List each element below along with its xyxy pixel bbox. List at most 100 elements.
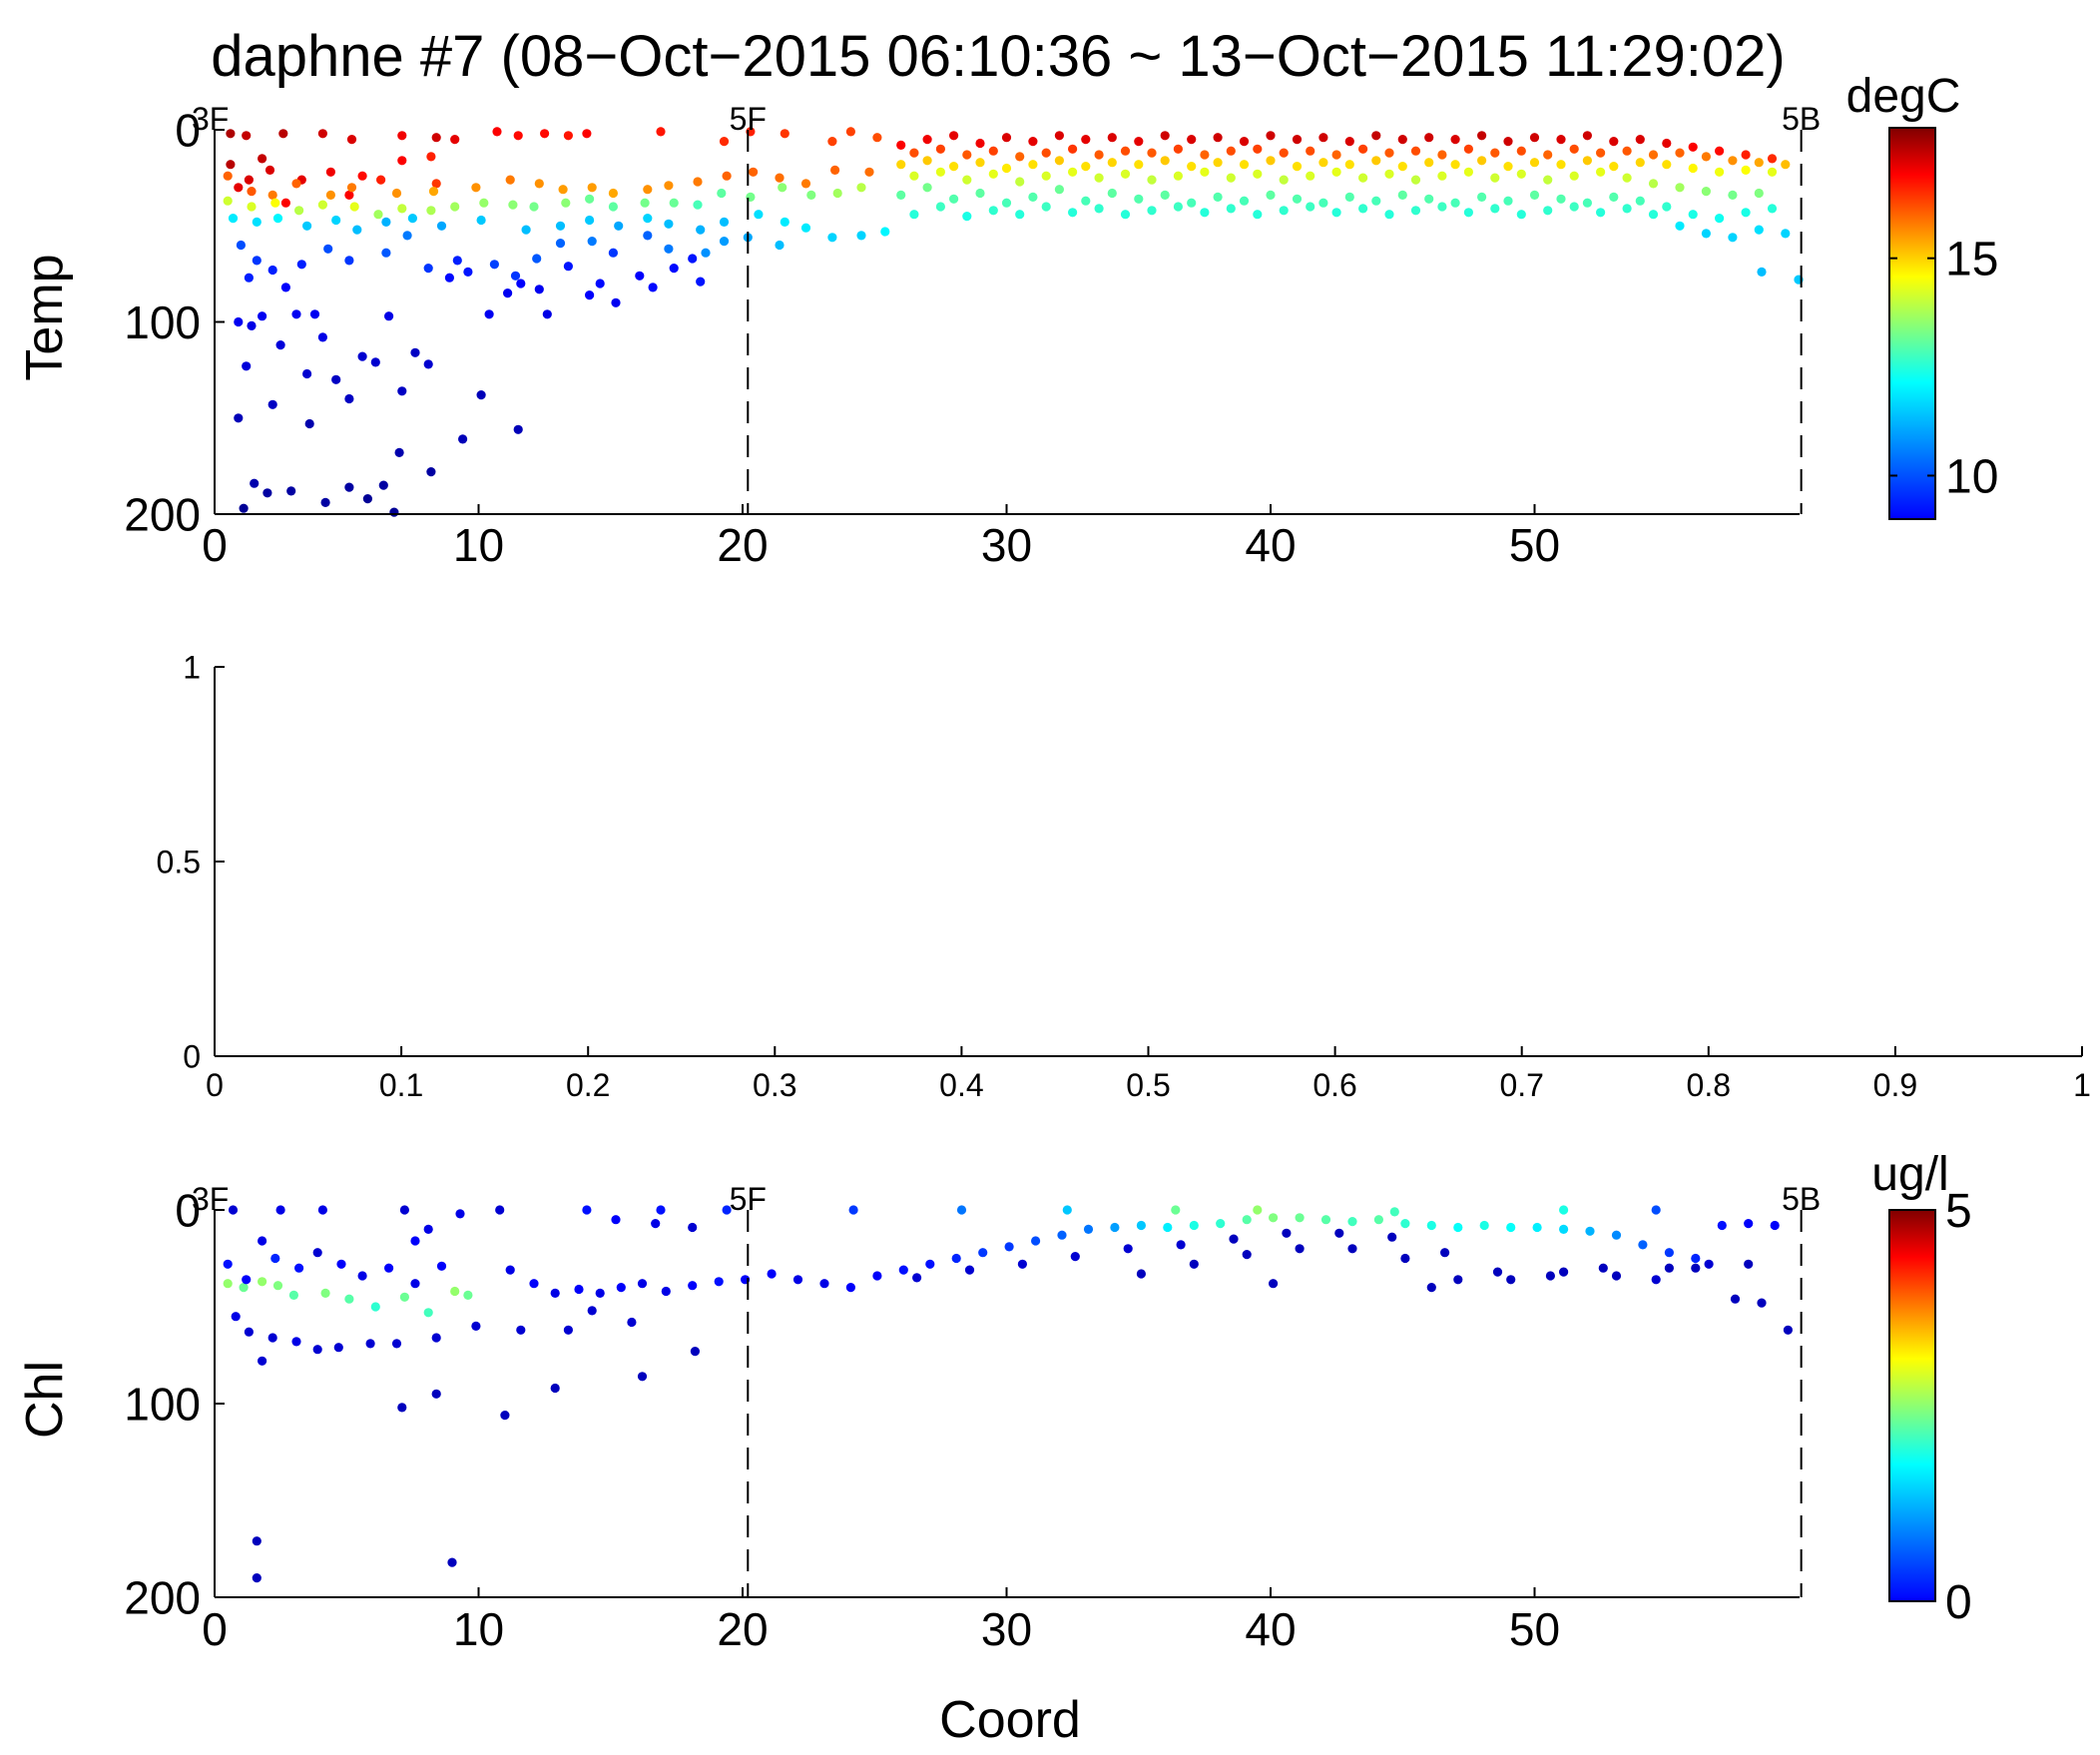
temp-point	[1424, 158, 1434, 168]
temp-point	[1028, 192, 1038, 202]
temp-y-tick-label: 100	[124, 296, 201, 348]
temp-point	[1662, 160, 1672, 170]
empty-x-tick-label: 0	[206, 1067, 224, 1103]
chl-point	[505, 1265, 515, 1275]
temp-point	[688, 254, 698, 264]
temp-point	[1331, 150, 1341, 160]
chl-point	[1387, 1232, 1397, 1242]
chl-point	[845, 1283, 856, 1293]
temp-point	[1397, 190, 1407, 200]
temp-point	[1266, 190, 1276, 200]
temp-point	[1675, 183, 1685, 193]
temp-point	[558, 185, 568, 195]
chl-point	[688, 1222, 698, 1233]
chl-point	[1062, 1205, 1072, 1215]
temp-point	[244, 175, 254, 185]
temp-point	[611, 297, 621, 307]
temp-point	[1371, 196, 1381, 206]
chl-point	[1389, 1207, 1399, 1217]
temp-point	[1543, 175, 1553, 185]
temp-colorbar-tick-label: 15	[1945, 234, 1998, 287]
empty-x-tick-label: 0.2	[566, 1067, 610, 1103]
chl-point	[1269, 1279, 1279, 1289]
temp-colorbar-ticks: 10 15	[1889, 234, 1998, 503]
temp-point	[1306, 171, 1315, 181]
temp-point	[344, 482, 354, 492]
empty-x-tick-label: 0.3	[753, 1067, 796, 1103]
temp-point	[780, 129, 789, 139]
temp-point	[1754, 188, 1764, 199]
temp-point	[317, 129, 327, 139]
temp-point	[1081, 162, 1091, 172]
temp-point	[1292, 194, 1303, 204]
temp-section-label: 5B	[1782, 101, 1821, 137]
temp-point	[1213, 158, 1223, 168]
temp-point	[513, 131, 523, 141]
chl-point	[447, 1557, 457, 1567]
temp-point	[1437, 150, 1447, 160]
chl-point	[1744, 1219, 1754, 1229]
temp-point	[1054, 131, 1064, 141]
temp-point	[582, 129, 592, 139]
temp-point	[988, 206, 998, 216]
temp-point	[1134, 137, 1144, 147]
temp-point	[542, 309, 552, 319]
temp-point	[1463, 208, 1473, 218]
temp-point	[521, 225, 531, 235]
chl-colorbar-title: ug/l	[1871, 1148, 1948, 1201]
temp-point	[384, 311, 394, 321]
temp-point	[242, 131, 252, 141]
chl-point	[582, 1205, 592, 1215]
temp-point	[1609, 162, 1619, 172]
temp-point	[391, 188, 402, 199]
temp-point	[239, 503, 249, 513]
temp-point	[780, 217, 789, 227]
temp-point	[1187, 162, 1197, 172]
temp-point	[1094, 204, 1104, 214]
temp-point	[1529, 133, 1540, 143]
chl-left-label: 3F	[192, 1181, 229, 1217]
temp-colorbar-tick-label: 10	[1945, 450, 1998, 503]
chl-colorbar-tick-label: 5	[1945, 1185, 1972, 1238]
empty-x-tick-label: 0.4	[939, 1067, 983, 1103]
chl-point	[244, 1327, 254, 1337]
temp-point	[1503, 196, 1513, 206]
temp-point	[452, 256, 462, 266]
temp-point	[1213, 192, 1223, 202]
temp-point	[267, 190, 277, 200]
temp-point	[830, 165, 840, 175]
chl-point	[1532, 1222, 1542, 1233]
temp-point	[1041, 148, 1051, 158]
temp-point	[1529, 158, 1540, 168]
temp-point	[226, 160, 236, 170]
temp-point	[331, 374, 341, 384]
temp-point	[722, 171, 732, 181]
temp-point	[1173, 171, 1183, 181]
temp-point	[856, 231, 866, 241]
temp-point	[1200, 208, 1210, 218]
chl-point	[258, 1277, 267, 1287]
temp-point	[410, 347, 420, 357]
chl-point	[651, 1219, 661, 1229]
temp-point	[352, 225, 362, 235]
chl-x-axis-label: Coord	[939, 1691, 1081, 1749]
temp-point	[267, 265, 277, 276]
temp-point	[302, 221, 312, 231]
temp-point	[1068, 144, 1078, 154]
temp-point	[1358, 173, 1368, 183]
chl-point	[1717, 1220, 1727, 1231]
temp-point	[1081, 196, 1091, 206]
temp-point	[1068, 167, 1078, 177]
figure-title: daphne #7 (08−Oct−2015 06:10:36 ~ 13−Oct…	[211, 24, 1786, 89]
chl-point	[1136, 1269, 1146, 1279]
temp-point	[1688, 210, 1698, 220]
temp-point	[1279, 148, 1289, 158]
chl-point	[1347, 1217, 1357, 1227]
temp-point	[778, 183, 788, 193]
temp-point	[394, 447, 404, 457]
temp-point	[1516, 169, 1526, 179]
chl-point	[410, 1279, 420, 1289]
temp-point	[344, 393, 354, 404]
temp-point	[1754, 158, 1764, 168]
temp-point	[827, 137, 837, 147]
